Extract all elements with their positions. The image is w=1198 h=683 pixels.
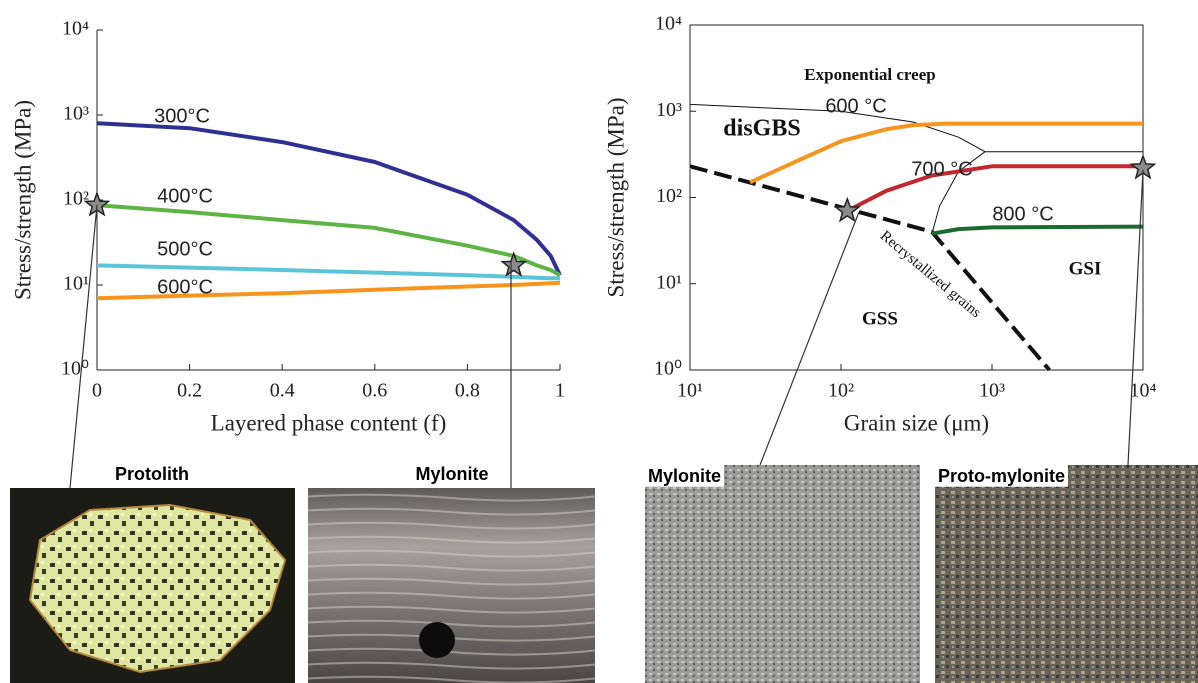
series-line (96, 263, 560, 281)
x-tick-label: 10⁴ (1130, 380, 1157, 402)
x-tick-label: 0 (92, 380, 102, 402)
y-tick-label: 10³ (656, 99, 682, 121)
photo-label-box (645, 464, 725, 487)
series-label: 500°C (157, 238, 213, 260)
connector (1127, 169, 1144, 466)
photo-label: Mylonite (648, 466, 721, 486)
x-tick-label: 10³ (979, 380, 1005, 402)
regime-boundary (689, 103, 1143, 153)
x-tick-label: 0.6 (362, 380, 387, 402)
series-label: 600 °C (825, 95, 886, 117)
y-tick-label: 10⁴ (655, 13, 682, 35)
y-axis-title: Stress/strength (MPa) (603, 98, 628, 298)
region-label: GSI (1069, 258, 1102, 279)
series-line (749, 121, 1143, 185)
x-tick-label: 0.4 (270, 380, 295, 402)
photo-texture (308, 488, 595, 683)
photo (645, 465, 920, 683)
series-line (96, 280, 561, 301)
y-tick-label: 10³ (63, 103, 89, 125)
star-marker (500, 251, 528, 277)
y-tick-label: 10¹ (656, 271, 682, 293)
x-tick-label: 10¹ (677, 380, 703, 402)
y-tick-label: 10² (656, 185, 682, 207)
photo (935, 465, 1198, 683)
series-label: 300°C (154, 105, 210, 127)
x-tick-label: 0.8 (455, 380, 480, 402)
chart: 0 0.2 0.4 0.6 0.8 1 10⁰ 10¹ 10² 10³ 10⁴ Layered pha… (10, 18, 565, 436)
region-label: Exponential creep (804, 65, 935, 84)
y-tick-label: 10⁰ (654, 358, 682, 380)
series-line (96, 121, 562, 277)
regime-boundary (689, 164, 1051, 372)
y-tick-label: 10² (63, 188, 89, 210)
lens-cap (419, 622, 455, 658)
photo-labels: Protolith Mylonite Mylonite Proto-mylonite (115, 464, 1069, 487)
region-label: GSS (862, 308, 898, 329)
regime-boundary (931, 151, 986, 234)
series-label: 400°C (157, 185, 213, 207)
rock-sample (28, 503, 287, 674)
series-line (96, 203, 561, 278)
y-tick-label: 10¹ (63, 273, 89, 295)
photo-label: Proto-mylonite (938, 466, 1065, 486)
boundary-halo (689, 163, 1052, 372)
connector (69, 204, 98, 489)
series-label: 700 °C (911, 158, 972, 180)
y-tick-label: 10⁰ (61, 358, 89, 380)
series-label: 600°C (157, 276, 213, 298)
photo-label-box (935, 464, 1069, 487)
photos (10, 465, 1198, 683)
x-axis-title: Grain size (μm) (844, 410, 989, 435)
y-tick-label: 10⁴ (62, 18, 89, 40)
star-marker (833, 196, 861, 223)
x-tick-label: 0.2 (177, 380, 202, 402)
series-label: 800 °C (992, 203, 1053, 225)
photo-label: Mylonite (415, 464, 488, 484)
series-line (846, 164, 1143, 213)
x-tick-label: 10² (828, 380, 854, 402)
connector (759, 211, 860, 466)
x-axis-title: Layered phase content (f) (211, 410, 447, 435)
region-label: disGBS (723, 116, 800, 142)
x-tick-label: 1 (555, 380, 565, 402)
photo-label: Protolith (115, 464, 189, 484)
series-line (931, 224, 1144, 236)
connectors (69, 169, 1144, 489)
y-axis-title: Stress/strength (MPa) (10, 100, 35, 300)
